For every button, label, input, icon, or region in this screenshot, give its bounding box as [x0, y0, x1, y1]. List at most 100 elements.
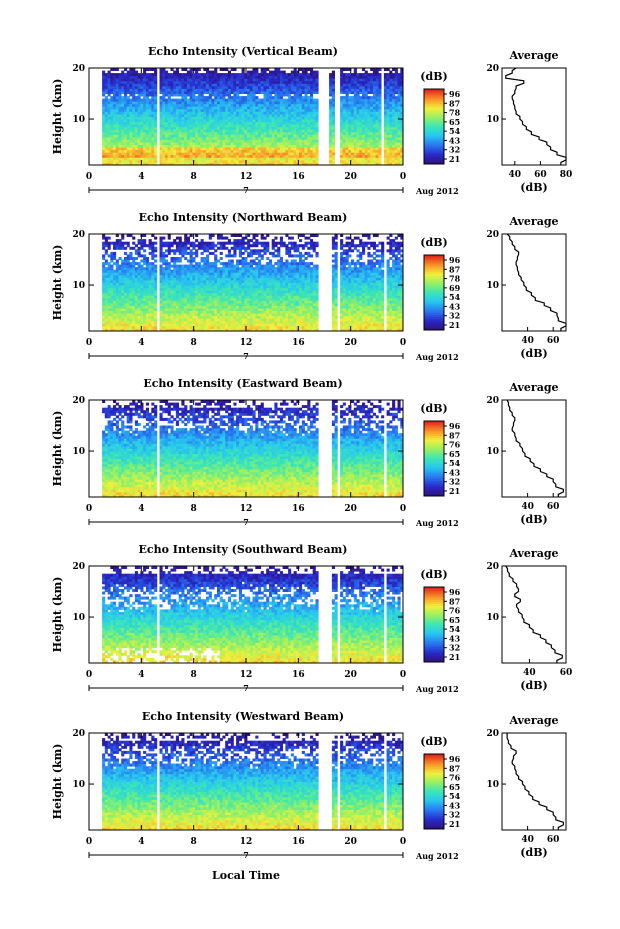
heatmap-cell	[214, 85, 218, 89]
heatmap-cell	[238, 106, 242, 110]
heatmap-cell	[274, 111, 278, 115]
heatmap-cell	[241, 157, 245, 161]
heatmap-cell	[110, 264, 114, 268]
heatmap-cell	[217, 142, 221, 145]
heatmap-cell	[107, 277, 111, 281]
heatmap-cell	[184, 315, 188, 319]
heatmap-cell	[107, 254, 111, 258]
heatmap-cell	[165, 78, 169, 82]
heatmap-cell	[362, 121, 366, 125]
heatmap-cell	[301, 116, 305, 120]
heatmap-cell	[227, 136, 231, 140]
heatmap-cell	[372, 96, 376, 100]
heatmap-cell	[124, 325, 128, 329]
heatmap-cell	[227, 157, 231, 161]
heatmap-cell	[356, 83, 360, 87]
heatmap-cell	[288, 73, 292, 77]
heatmap-cell	[170, 136, 174, 140]
heatmap-cell	[252, 103, 256, 107]
heatmap-cell	[375, 134, 379, 138]
heatmap-cell	[304, 119, 308, 123]
heatmap-cell	[214, 68, 218, 71]
heatmap-cell	[197, 241, 201, 245]
heatmap-cell	[118, 75, 122, 79]
heatmap-cell	[113, 251, 117, 255]
heatmap-cell	[107, 93, 111, 97]
heatmap-cell	[236, 88, 240, 92]
heatmap-cell	[137, 325, 141, 329]
heatmap-cell	[186, 129, 190, 133]
heatmap-cell	[279, 93, 283, 97]
heatmap-cell	[222, 119, 226, 123]
heatmap-cell	[329, 103, 333, 107]
heatmap-cell	[134, 285, 138, 289]
heatmap-cell	[134, 267, 138, 271]
heatmap-cell	[217, 162, 221, 166]
heatmap-cell	[159, 257, 163, 260]
heatmap-cell	[175, 267, 179, 271]
heatmap-cell	[260, 85, 264, 89]
heatmap-cell	[126, 241, 130, 245]
heatmap-cell	[378, 149, 382, 153]
heatmap-cell	[124, 152, 128, 156]
heatmap-cell	[107, 246, 111, 250]
heatmap-cell	[102, 119, 106, 123]
heatmap-cell	[227, 134, 231, 138]
heatmap-cell	[222, 93, 226, 97]
heatmap-cell	[348, 147, 352, 151]
heatmap-cell	[288, 157, 292, 161]
heatmap-cell	[290, 126, 294, 130]
heatmap-cell	[367, 103, 371, 107]
heatmap-cell	[200, 310, 204, 314]
heatmap-cell	[356, 119, 360, 123]
heatmap-cell	[214, 144, 218, 148]
heatmap-cell	[143, 101, 147, 105]
heatmap-cell	[258, 78, 262, 82]
heatmap-cell	[159, 73, 163, 77]
heatmap-cell	[277, 91, 281, 94]
heatmap-cell	[214, 162, 218, 166]
heatmap-cell	[132, 88, 136, 92]
heatmap-cell	[304, 147, 308, 151]
heatmap-cell	[214, 75, 218, 79]
heatmap-cell	[104, 149, 108, 153]
heatmap-cell	[236, 154, 240, 158]
heatmap-cell	[356, 98, 360, 102]
heatmap-cell	[129, 257, 133, 260]
heatmap-cell	[203, 162, 207, 166]
heatmap-cell	[353, 162, 357, 166]
heatmap-cell	[126, 142, 130, 145]
heatmap-cell	[129, 101, 133, 105]
heatmap-cell	[134, 103, 138, 107]
heatmap-cell	[154, 241, 158, 245]
heatmap-cell	[203, 152, 207, 156]
heatmap-cell	[271, 78, 275, 82]
heatmap-cell	[266, 96, 270, 100]
heatmap-cell	[227, 159, 231, 163]
heatmap-cell	[173, 75, 177, 79]
heatmap-cell	[370, 78, 374, 82]
heatmap-cell	[184, 139, 188, 143]
heatmap-cell	[118, 126, 122, 130]
heatmap-cell	[154, 121, 158, 125]
heatmap-cell	[241, 101, 245, 105]
heatmap-cell	[310, 106, 314, 110]
heatmap-cell	[175, 88, 179, 92]
heatmap-cell	[151, 320, 155, 324]
heatmap-cell	[219, 83, 223, 87]
heatmap-cell	[342, 139, 346, 143]
heatmap-cell	[378, 101, 382, 105]
heatmap-cell	[255, 75, 259, 79]
heatmap-cell	[290, 88, 294, 92]
heatmap-cell	[121, 152, 125, 156]
heatmap-cell	[208, 103, 212, 107]
heatmap-cell	[197, 78, 201, 82]
heatmap-cell	[296, 142, 300, 145]
heatmap-cell	[200, 129, 204, 133]
heatmap-cell	[219, 96, 223, 100]
heatmap-cell	[118, 78, 122, 82]
heatmap-cell	[195, 147, 199, 151]
heatmap-cell	[279, 124, 283, 128]
heatmap-cell	[192, 106, 196, 110]
heatmap-cell	[140, 254, 144, 258]
